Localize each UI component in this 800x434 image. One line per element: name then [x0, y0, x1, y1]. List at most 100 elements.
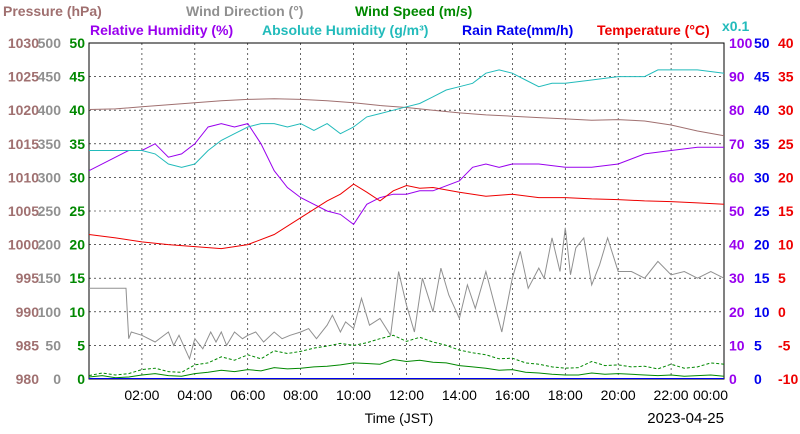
- legend-entry: Absolute Humidity (g/m³): [262, 22, 428, 38]
- legend-entry: Wind Speed (m/s): [355, 3, 472, 19]
- y-tick-label-wind-speed: 20: [69, 237, 85, 253]
- y-tick-label-pressure: 980: [16, 371, 40, 387]
- y-tick-label-wind-dir: 0: [53, 371, 61, 387]
- y-tick-label-wind-dir: 200: [38, 237, 62, 253]
- y-tick-label-temperature: 25: [778, 136, 794, 152]
- series-relative-humidity: [88, 123, 724, 226]
- y-tick-label-wind-speed: 5: [77, 337, 85, 353]
- x-tick-label: 20:00: [601, 387, 636, 403]
- y-tick-label-wind-speed: 10: [69, 304, 85, 320]
- axes: 1030102510201015101010051000995990985980…: [8, 35, 799, 403]
- series-wind-direction: [89, 227, 725, 361]
- y-tick-label-wind-dir: 100: [38, 304, 62, 320]
- y-tick-label-humidity: 60: [729, 169, 745, 185]
- y-tick-label-rain: 50: [754, 35, 770, 51]
- y-tick-label-humidity: 30: [729, 270, 745, 286]
- x-tick-label: 04:00: [177, 387, 212, 403]
- series-wind-speed-m-s: [88, 358, 725, 379]
- y-tick-label-humidity: 100: [729, 35, 753, 51]
- y-tick-label-temperature: 40: [778, 35, 794, 51]
- y-tick-label-wind-dir: 400: [38, 102, 62, 118]
- y-tick-label-pressure: 1005: [8, 203, 39, 219]
- y-tick-label-wind-speed: 35: [69, 136, 85, 152]
- y-tick-label-rain: 45: [754, 69, 770, 85]
- y-tick-label-temperature: 0: [778, 304, 786, 320]
- series-pressure-hpa: [88, 98, 725, 137]
- y-tick-label-temperature: 30: [778, 102, 794, 118]
- legend-entry: Pressure (hPa): [3, 3, 102, 19]
- y-tick-label-wind-dir: 150: [38, 270, 62, 286]
- series-absolute-humidity-g-m: [89, 69, 725, 168]
- y-tick-label-wind-dir: 300: [38, 169, 62, 185]
- y-tick-label-rain: 15: [754, 270, 770, 286]
- series-wind-speed-m-s-gust: [88, 334, 725, 377]
- y-tick-label-pressure: 1025: [8, 69, 39, 85]
- y-tick-label-pressure: 990: [16, 304, 40, 320]
- y-tick-label-pressure: 985: [16, 337, 40, 353]
- y-tick-label-pressure: 1015: [8, 136, 39, 152]
- y-tick-label-wind-speed: 30: [69, 169, 85, 185]
- y-tick-label-humidity: 50: [729, 203, 745, 219]
- y-tick-label-pressure: 1010: [8, 169, 39, 185]
- y-tick-label-pressure: 1020: [8, 102, 39, 118]
- grid: [88, 42, 725, 380]
- y-tick-label-humidity: 10: [729, 337, 745, 353]
- legend-entry: Temperature (°C): [597, 22, 710, 38]
- legend: Pressure (hPa) Wind Direction (°) Wind Spe…: [3, 3, 749, 38]
- y-tick-label-rain: 5: [754, 337, 762, 353]
- x-tick-label: 22:00: [654, 387, 689, 403]
- y-tick-label-temperature: -10: [778, 371, 798, 387]
- date-label: 2023-04-25: [647, 410, 724, 427]
- y-tick-label-pressure: 995: [16, 270, 40, 286]
- x-axis-label: Time (JST): [365, 410, 434, 426]
- y-tick-label-temperature: 10: [778, 237, 794, 253]
- series-temperature-c: [88, 183, 725, 250]
- y-tick-label-wind-speed: 50: [69, 35, 85, 51]
- y-tick-label-wind-speed: 40: [69, 102, 85, 118]
- x-tick-label: 16:00: [495, 387, 530, 403]
- y-tick-label-humidity: 80: [729, 102, 745, 118]
- x-tick-label: 06:00: [230, 387, 265, 403]
- y-tick-label-humidity: 70: [729, 136, 745, 152]
- y-tick-label-wind-dir: 500: [38, 35, 62, 51]
- y-tick-label-humidity: 0: [729, 371, 737, 387]
- y-tick-label-rain: 40: [754, 102, 770, 118]
- y-tick-label-humidity: 20: [729, 304, 745, 320]
- legend-entry: Relative Humidity (%): [90, 22, 233, 38]
- y-tick-label-humidity: 90: [729, 69, 745, 85]
- y-tick-label-humidity: 40: [729, 237, 745, 253]
- y-tick-label-temperature: 35: [778, 69, 794, 85]
- y-tick-label-rain: 10: [754, 304, 770, 320]
- y-tick-label-wind-speed: 25: [69, 203, 85, 219]
- y-tick-label-wind-dir: 350: [38, 136, 62, 152]
- y-tick-label-pressure: 1030: [8, 35, 39, 51]
- legend-entry: Wind Direction (°): [186, 3, 303, 19]
- x-tick-label: 18:00: [548, 387, 583, 403]
- y-tick-label-wind-speed: 15: [69, 270, 85, 286]
- y-tick-label-pressure: 1000: [8, 237, 39, 253]
- legend-entry: Rain Rate(mm/h): [462, 22, 573, 38]
- x-tick-label: 00:00: [693, 387, 728, 403]
- y-tick-label-rain: 35: [754, 136, 770, 152]
- x-tick-label: 12:00: [389, 387, 424, 403]
- x-tick-label: 14:00: [442, 387, 477, 403]
- legend-scale-note: x0.1: [722, 18, 749, 34]
- x-tick-label: 08:00: [283, 387, 318, 403]
- y-tick-label-rain: 0: [754, 371, 762, 387]
- y-tick-label-wind-dir: 450: [38, 69, 62, 85]
- y-tick-label-wind-speed: 45: [69, 69, 85, 85]
- series-group: [88, 69, 725, 379]
- y-tick-label-temperature: 15: [778, 203, 794, 219]
- y-tick-label-temperature: -5: [778, 337, 791, 353]
- y-tick-label-wind-dir: 250: [38, 203, 62, 219]
- y-tick-label-rain: 30: [754, 169, 770, 185]
- y-tick-label-temperature: 20: [778, 169, 794, 185]
- y-tick-label-wind-dir: 50: [45, 337, 61, 353]
- x-tick-label: 10:00: [336, 387, 371, 403]
- y-tick-label-rain: 25: [754, 203, 770, 219]
- y-tick-label-temperature: 5: [778, 270, 786, 286]
- y-tick-label-wind-speed: 0: [77, 371, 85, 387]
- x-tick-label: 02:00: [124, 387, 159, 403]
- y-tick-label-rain: 20: [754, 237, 770, 253]
